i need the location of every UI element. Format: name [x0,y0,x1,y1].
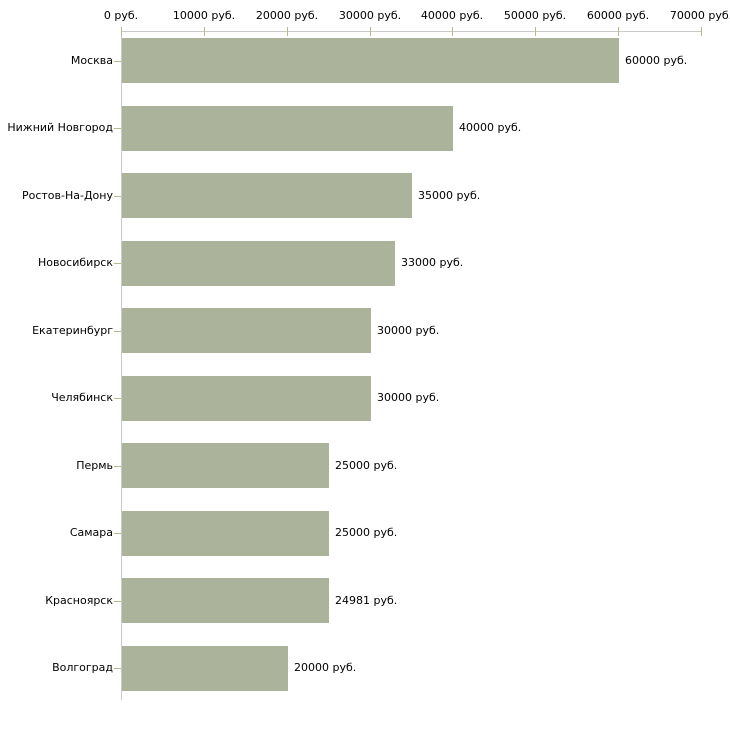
category-label: Волгоград [52,661,113,674]
bar-1 [122,105,453,151]
bar-2 [122,173,412,218]
category-tick [114,600,121,602]
x-axis-tick [204,27,205,36]
category-label: Челябинск [51,391,113,404]
bar-6 [122,443,329,488]
x-axis-tick-label: 10000 руб. [172,9,236,22]
x-axis-tick-label: 20000 руб. [255,9,319,22]
x-axis-tick-label: 40000 руб. [420,9,484,22]
category-tick [114,465,121,467]
category-tick [114,533,121,534]
category-tick [114,398,121,399]
category-tick [114,668,121,669]
category-tick [114,128,121,129]
x-axis-tick [287,27,288,36]
y-axis-line [121,31,122,700]
value-label: 35000 руб. [418,188,481,202]
x-axis-tick-label: 30000 руб. [338,9,402,22]
value-label: 30000 руб. [377,323,440,337]
bar-9 [122,645,288,691]
category-label: Самара [69,526,113,539]
category-tick [114,330,121,332]
value-label: 25000 руб. [335,526,398,539]
bar-0 [122,38,619,83]
x-axis-tick-label: 50000 руб. [503,9,567,22]
value-label: 20000 руб. [294,661,357,674]
value-label: 30000 руб. [377,391,440,404]
category-label: Москва [70,53,113,67]
category-tick [114,60,121,62]
value-label: 60000 руб. [625,53,688,67]
x-axis-tick [121,27,122,36]
bar-7 [122,510,329,556]
value-label: 40000 руб. [459,121,522,134]
bar-8 [122,578,329,623]
category-tick [114,263,121,264]
category-label: Нижний Новгород [7,121,113,134]
category-label: Ростов-На-Дону [21,188,113,202]
x-axis-tick [452,27,453,36]
value-label: 33000 руб. [401,256,464,269]
category-label: Екатеринбург [32,323,113,337]
category-label: Красноярск [45,593,113,607]
value-label: 25000 руб. [335,458,398,472]
x-axis-tick [618,27,619,36]
category-tick [114,195,121,197]
category-label: Новосибирск [37,256,113,269]
x-axis-tick [701,27,702,36]
bar-5 [122,375,371,421]
x-axis-tick [370,27,371,36]
x-axis-tick [535,27,536,36]
bar-3 [122,240,395,286]
bar-4 [122,308,371,353]
x-axis-line [121,31,701,32]
value-label: 24981 руб. [335,593,398,607]
x-axis-tick-label: 60000 руб. [586,9,650,22]
category-label: Пермь [76,458,113,472]
x-axis-tick-label: 70000 руб. [669,9,730,22]
x-axis-tick-label: 0 руб. [103,9,139,22]
